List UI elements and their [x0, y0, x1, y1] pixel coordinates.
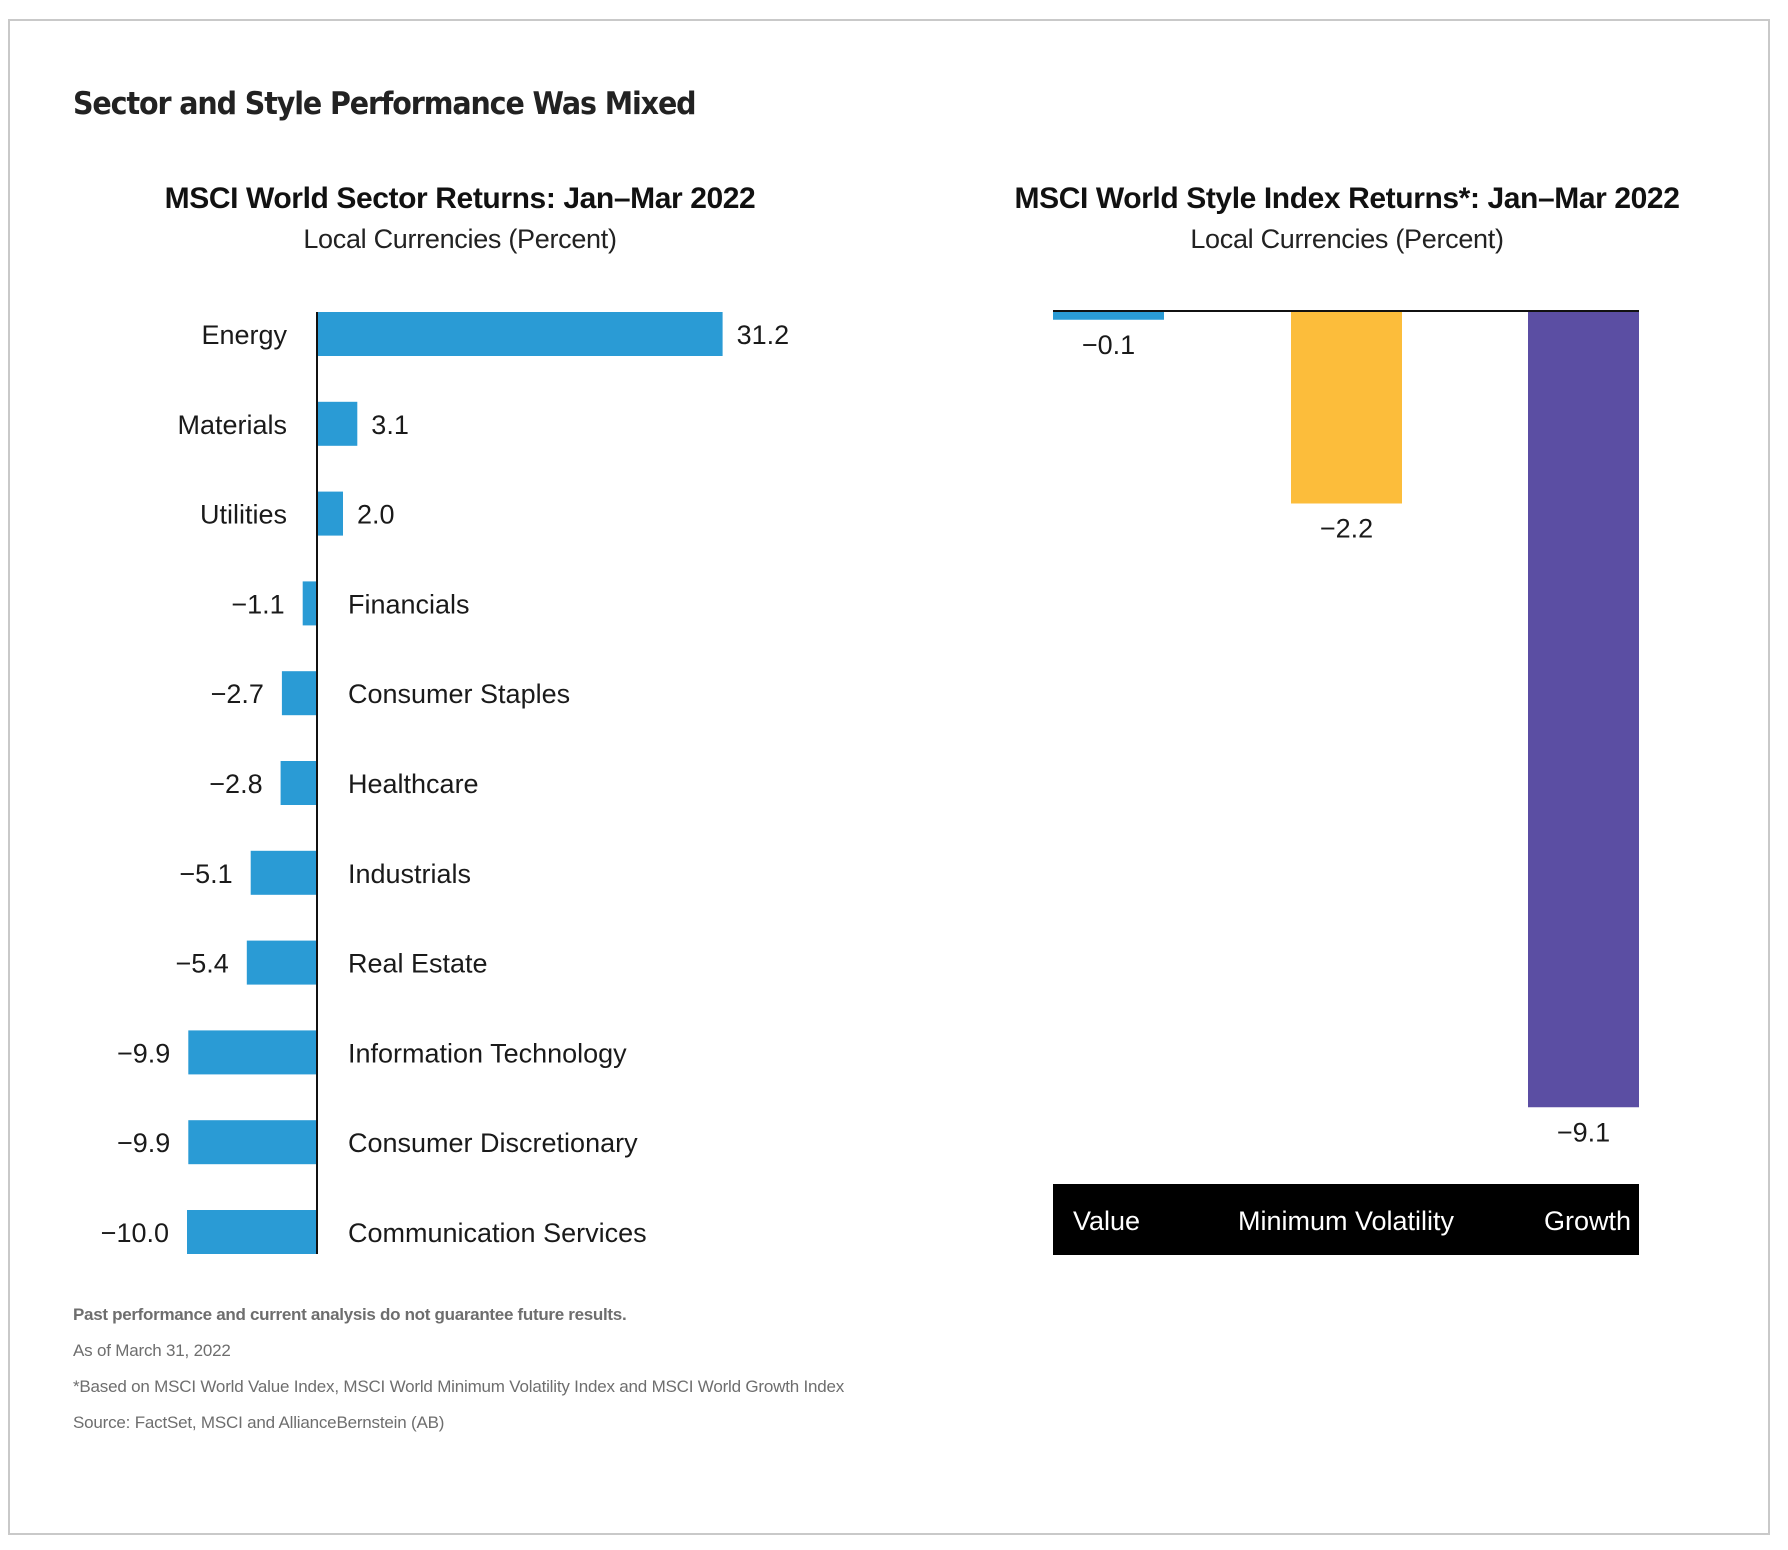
value-label: −9.1 [1557, 1117, 1610, 1147]
category-label: Financials [348, 589, 470, 619]
category-label: Industrials [348, 859, 471, 889]
value-label: −1.1 [231, 589, 284, 619]
sector-bar [317, 401, 358, 446]
index-note: *Based on MSCI World Value Index, MSCI W… [73, 1377, 845, 1396]
sector-chart-title: MSCI World Sector Returns: Jan–Mar 2022 [164, 182, 756, 215]
category-label: Consumer Staples [348, 679, 570, 709]
sector-bar [280, 761, 317, 805]
style-bar [1053, 311, 1164, 320]
category-label: Information Technology [348, 1038, 627, 1068]
category-band [1053, 1184, 1639, 1255]
value-label: −2.7 [211, 679, 264, 709]
category-label: Growth [1544, 1206, 1631, 1236]
chart-frame [8, 19, 1770, 1535]
value-label: −2.8 [209, 769, 262, 799]
style-bar [1528, 311, 1639, 1108]
category-label: Value [1073, 1206, 1140, 1236]
category-label: Consumer Discretionary [348, 1128, 638, 1158]
category-label: Healthcare [348, 769, 479, 799]
category-label: Real Estate [348, 949, 488, 979]
category-label: Materials [177, 410, 287, 440]
sector-bar [302, 581, 317, 626]
sector-chart: Energy 31.2 Materials 3.1 Utilities 2.0 −1.1 Fi… [101, 312, 789, 1254]
value-label: −9.9 [117, 1128, 170, 1158]
sector-bar [188, 1030, 317, 1075]
sector-chart-subtitle: Local Currencies (Percent) [303, 224, 617, 254]
source-note: Source: FactSet, MSCI and AllianceBernst… [73, 1413, 445, 1432]
page-title: Sector and Style Performance Was Mixed [73, 86, 697, 122]
style-chart: −0.1 −2.2 −9.1 Value Minimum Volatility Growt… [1053, 310, 1639, 1255]
value-label: −2.2 [1320, 514, 1373, 544]
value-label: 3.1 [371, 410, 409, 440]
category-label: Minimum Volatility [1238, 1206, 1455, 1236]
sector-bar [250, 850, 317, 895]
style-chart-title: MSCI World Style Index Returns*: Jan–Mar… [1014, 182, 1680, 215]
category-label: Communication Services [348, 1218, 647, 1248]
disclaimer-note: Past performance and current analysis do… [73, 1305, 627, 1324]
sector-bar [281, 671, 317, 716]
as-of-note: As of March 31, 2022 [73, 1341, 231, 1360]
style-chart-subtitle: Local Currencies (Percent) [1190, 224, 1504, 254]
category-label: Utilities [200, 500, 287, 530]
sector-bar [188, 1120, 317, 1165]
sector-bar [317, 312, 723, 356]
value-label: 31.2 [737, 320, 790, 350]
value-label: 2.0 [357, 500, 395, 530]
sector-bar [187, 1210, 317, 1254]
sector-bar [317, 491, 343, 536]
value-label: −10.0 [101, 1218, 169, 1248]
value-label: −5.4 [175, 949, 228, 979]
style-bar [1291, 311, 1402, 504]
value-label: −0.1 [1082, 330, 1135, 360]
value-label: −9.9 [117, 1038, 170, 1068]
footnotes: Past performance and current analysis do… [73, 1303, 844, 1447]
value-label: −5.1 [179, 859, 232, 889]
sector-bar [246, 940, 317, 985]
category-label: Energy [201, 320, 287, 350]
